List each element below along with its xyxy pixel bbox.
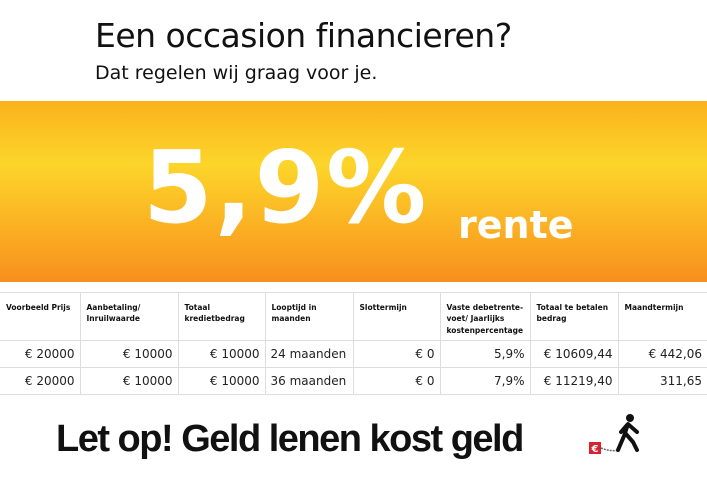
table-cell: 311,65 — [617, 367, 707, 395]
table-cell: € 10000 — [177, 367, 266, 395]
table-cell: 7,9% — [439, 367, 531, 395]
interest-rate-label: rente — [458, 203, 574, 247]
page-subtitle: Dat regelen wij graag voor je. — [95, 62, 378, 84]
column-header: Maandtermijn — [617, 292, 707, 341]
table-cell: € 0 — [352, 367, 441, 395]
table-row: € 20000 € 10000 € 10000 36 maanden € 0 7… — [0, 367, 707, 395]
loan-warning: Let op! Geld lenen kost geld — [56, 418, 524, 460]
svg-text:€: € — [591, 444, 599, 455]
table-header-row: Voorbeeld Prijs Aanbetaling/ Inruilwaard… — [0, 292, 707, 341]
column-header: Totaal kredietbedrag — [177, 292, 266, 341]
table-cell: € 20000 — [0, 367, 81, 395]
column-header: Totaal te betalen bedrag — [529, 292, 619, 341]
page-title: Een occasion financieren? — [95, 16, 512, 55]
table-cell: € 11219,40 — [529, 367, 619, 395]
table-row: € 20000 € 10000 € 10000 24 maanden € 0 5… — [0, 340, 707, 368]
table-cell: € 10000 — [79, 340, 179, 368]
table-cell: 5,9% — [439, 340, 531, 368]
rate-banner — [0, 101, 707, 282]
walking-man-chained-euro-icon: € — [589, 414, 639, 455]
table-cell: € 10609,44 — [529, 340, 619, 368]
table-cell: € 10000 — [79, 367, 179, 395]
column-header: Looptijd in maanden — [264, 292, 354, 341]
table-cell: 24 maanden — [264, 340, 354, 368]
column-header: Aanbetaling/ Inruilwaarde — [79, 292, 179, 341]
table-cell: € 20000 — [0, 340, 81, 368]
table-cell: € 442,06 — [617, 340, 707, 368]
column-header: Slottermijn — [352, 292, 441, 341]
interest-rate: 5,9% — [143, 129, 429, 246]
table-cell: 36 maanden — [264, 367, 354, 395]
column-header: Voorbeeld Prijs — [0, 292, 81, 341]
financing-table: Voorbeeld Prijs Aanbetaling/ Inruilwaard… — [0, 292, 707, 395]
table-cell: € 0 — [352, 340, 441, 368]
column-header: Vaste debetrente-voet/ Jaarlijks kostenp… — [439, 292, 531, 341]
table-cell: € 10000 — [177, 340, 266, 368]
